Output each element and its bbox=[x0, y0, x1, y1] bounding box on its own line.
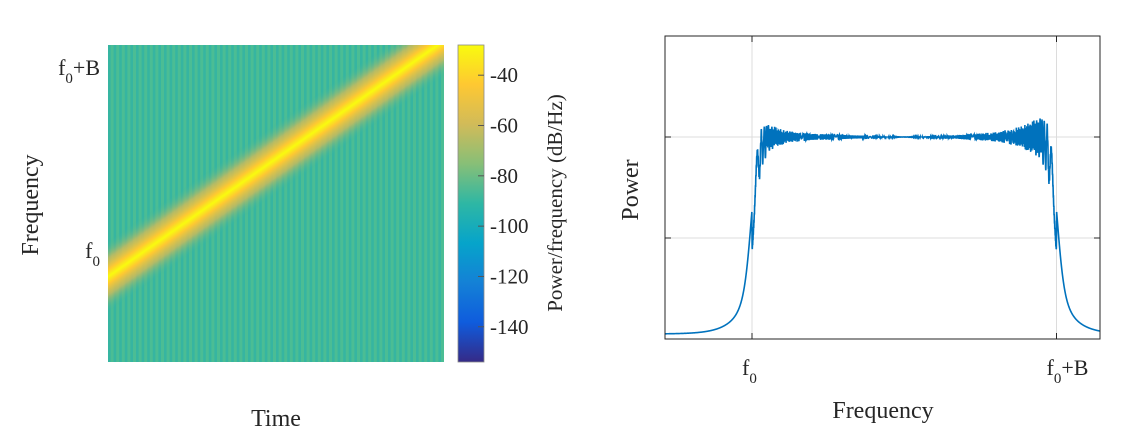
stripe bbox=[113, 45, 117, 362]
xtick-label: f0+B bbox=[1047, 355, 1089, 387]
stripe bbox=[315, 45, 318, 362]
stripe bbox=[382, 45, 385, 362]
stripe bbox=[320, 45, 324, 362]
stripe bbox=[332, 45, 335, 362]
colorbar-tick-label: -40 bbox=[490, 63, 518, 87]
colorbar-tick-label: -80 bbox=[490, 164, 518, 188]
stripe bbox=[292, 45, 296, 362]
right-ylabel: Power bbox=[618, 159, 644, 220]
stripe bbox=[376, 45, 380, 362]
left-xlabel: Time bbox=[251, 406, 301, 432]
stripe bbox=[276, 45, 279, 362]
stripe bbox=[287, 45, 290, 362]
spectrum-plot: f0 f0+B Power Frequency bbox=[618, 35, 1101, 424]
stripe bbox=[124, 45, 128, 362]
stripe bbox=[136, 45, 139, 362]
stripe bbox=[438, 45, 441, 362]
stripe bbox=[399, 45, 402, 362]
spectrogram-plot: f0 f0+B Frequency Time bbox=[18, 45, 444, 432]
stripe bbox=[343, 45, 346, 362]
ytick-f0-plus-b: f0+B bbox=[58, 55, 100, 87]
stripe bbox=[416, 45, 419, 362]
stripe bbox=[348, 45, 352, 362]
right-xlabel: Frequency bbox=[832, 398, 933, 424]
stripe bbox=[360, 45, 363, 362]
stripe bbox=[141, 45, 145, 362]
chirp-line bbox=[108, 45, 444, 333]
stripe bbox=[281, 45, 285, 362]
stripe bbox=[298, 45, 301, 362]
spectrum-axes bbox=[665, 36, 1100, 339]
stripe bbox=[421, 45, 425, 362]
stripe bbox=[158, 45, 161, 362]
stripe bbox=[432, 45, 436, 362]
stripe bbox=[119, 45, 122, 362]
stripe bbox=[304, 45, 307, 362]
xtick-label: f0 bbox=[742, 355, 757, 387]
stripe bbox=[371, 45, 374, 362]
stripe bbox=[309, 45, 313, 362]
stripe bbox=[337, 45, 341, 362]
left-ylabel: Frequency bbox=[18, 154, 44, 255]
stripe bbox=[354, 45, 357, 362]
colorbar-tick-label: -60 bbox=[490, 114, 518, 138]
stripe bbox=[147, 45, 150, 362]
stripe bbox=[404, 45, 408, 362]
stripe bbox=[365, 45, 369, 362]
colorbar-tick-label: -120 bbox=[490, 264, 529, 288]
colorbar-tick-label: -140 bbox=[490, 315, 529, 339]
stripe bbox=[264, 45, 268, 362]
stripe bbox=[130, 45, 133, 362]
stripe bbox=[393, 45, 397, 362]
colorbar-tick-label: -100 bbox=[490, 214, 529, 238]
chirp-band-group bbox=[108, 45, 444, 333]
spectrum-line bbox=[665, 118, 1101, 335]
colorbar-gradient bbox=[457, 44, 485, 363]
stripe bbox=[410, 45, 413, 362]
colorbar-label: Power/frequency (dB/Hz) bbox=[543, 94, 567, 312]
stripe bbox=[427, 45, 430, 362]
colorbar: -40 -60 -80 -100 -120 -140 Power/frequency (d… bbox=[457, 44, 567, 363]
ytick-f0: f0 bbox=[85, 238, 100, 270]
stripe bbox=[326, 45, 329, 362]
stripe bbox=[270, 45, 273, 362]
stripe bbox=[108, 45, 111, 362]
stripe bbox=[388, 45, 391, 362]
stripe bbox=[152, 45, 156, 362]
